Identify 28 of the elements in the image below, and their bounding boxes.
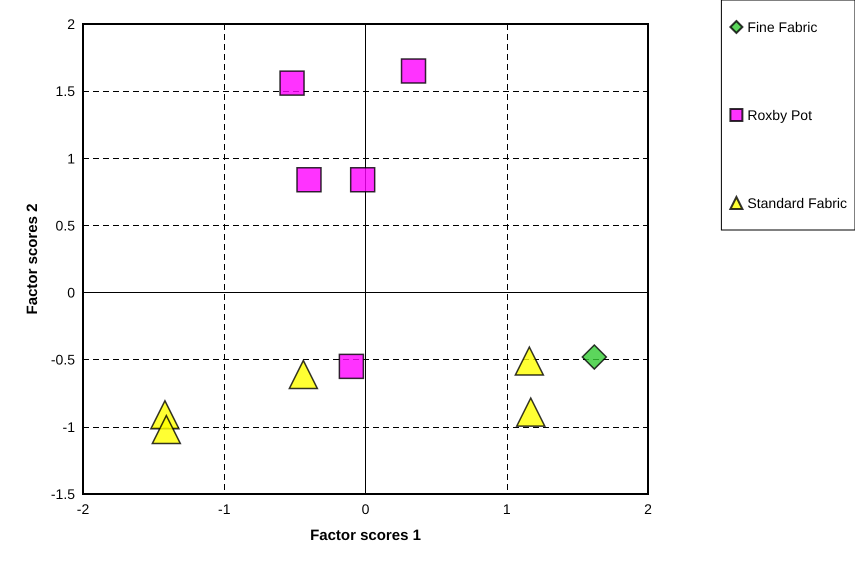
point: [288, 360, 318, 390]
y-tick-label: 0: [67, 284, 76, 301]
x-axis-title: Factor scores 1: [310, 527, 421, 544]
y-axis-title: Factor scores 2: [24, 204, 41, 314]
legend-label: Fine Fabric: [747, 19, 818, 35]
y-tick-label: 1: [67, 150, 76, 166]
point: [296, 167, 322, 193]
x-tick-label: 1: [502, 501, 511, 517]
point: [582, 344, 608, 370]
y-tick-label: -0.5: [50, 352, 76, 368]
y-tick-label: 2: [67, 16, 76, 32]
point: [350, 167, 376, 193]
point: [338, 354, 364, 380]
x-tick-label: -1: [218, 501, 231, 517]
y-tick-label: 1.5: [56, 83, 76, 100]
point: [400, 58, 426, 84]
point: [279, 70, 305, 96]
x-tick-label: 2: [644, 501, 652, 517]
point: [152, 414, 182, 444]
y-tick-label: 0.5: [56, 217, 76, 234]
x-tick-label: 0: [362, 501, 370, 517]
x-tick-label: -2: [76, 501, 90, 517]
y-tick-label: -1.5: [50, 486, 76, 502]
point: [516, 397, 546, 427]
point: [514, 346, 544, 376]
y-tick-label: -1: [62, 418, 76, 435]
legend-label: Standard Fabric: [747, 195, 848, 211]
legend-label: Roxby Pot: [747, 107, 812, 123]
